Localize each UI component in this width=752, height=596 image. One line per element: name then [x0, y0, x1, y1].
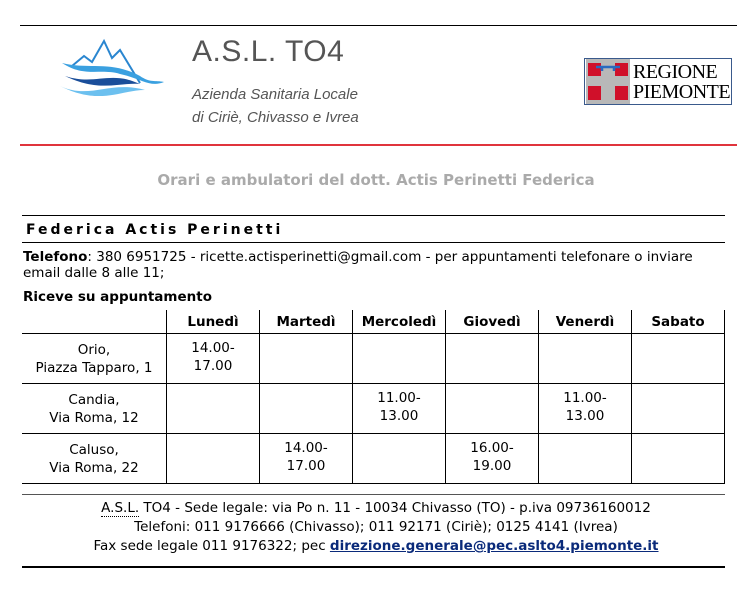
place-city: Caluso,: [69, 441, 119, 458]
place-address: Piazza Tapparo, 1: [35, 359, 153, 376]
regione-text: REGIONE: [633, 60, 718, 83]
schedule-table: Lunedì Martedì Mercoledì Giovedì Venerdì…: [22, 310, 725, 484]
name-bottom-rule: [22, 242, 725, 243]
header-day: Giovedì: [445, 310, 539, 334]
place-address: Via Roma, 22: [49, 459, 139, 476]
doctor-name: Federica Actis Perinetti: [26, 222, 284, 238]
top-rule: [20, 25, 737, 26]
contact-text: : 380 6951725 - ricette.actisperinetti@g…: [23, 249, 693, 281]
footer-bottom-rule: [22, 566, 725, 568]
footer-line-2: Telefoni: 011 9176666 (Chivasso); 011 92…: [134, 519, 618, 535]
place-cell: Caluso, Via Roma, 22: [22, 433, 167, 484]
regione-piemonte-logo: REGIONE PIEMONTE: [584, 58, 732, 105]
place-cell: Orio, Piazza Tapparo, 1: [22, 333, 167, 384]
table-row: Orio, Piazza Tapparo, 1 14.00- 17.00: [22, 333, 725, 384]
asl-abbr: A.S.L.: [101, 500, 140, 517]
slot-cell: 16.00- 19.00: [445, 433, 539, 484]
header-day: Venerdì: [538, 310, 632, 334]
slot-cell: [166, 383, 260, 434]
place-address: Via Roma, 12: [49, 409, 139, 426]
logo-title: A.S.L. TO4: [192, 35, 345, 68]
appointment-note: Riceve su appuntamento: [23, 289, 212, 305]
slot-cell: [445, 333, 539, 384]
footer-top-rule: [22, 494, 725, 495]
slot-cell: 11.00- 13.00: [352, 383, 446, 434]
slot-cell: [538, 433, 632, 484]
phone-label: Telefono: [23, 249, 88, 265]
page-title: Orari e ambulatori del dott. Actis Perin…: [157, 171, 595, 189]
slot-cell: [259, 333, 353, 384]
slot-cell: [352, 333, 446, 384]
place-city: Candia,: [68, 391, 120, 408]
header-day: Lunedì: [166, 310, 260, 334]
header-day: Mercoledì: [352, 310, 446, 334]
header-day: Sabato: [631, 310, 725, 334]
logo-subtitle-1: Azienda Sanitaria Locale: [192, 86, 358, 103]
piemonte-text: PIEMONTE: [633, 80, 731, 103]
place-city: Orio,: [77, 341, 111, 358]
slot-cell: 14.00- 17.00: [166, 333, 260, 384]
place-cell: Candia, Via Roma, 12: [22, 383, 167, 434]
pec-email-link[interactable]: direzione.generale@pec.aslto4.piemonte.i…: [329, 538, 659, 554]
slot-cell: 14.00- 17.00: [259, 433, 353, 484]
slot-cell: [631, 383, 725, 434]
slot-cell: 11.00- 13.00: [538, 383, 632, 434]
header-red-rule: [20, 144, 737, 146]
header-day: Martedì: [259, 310, 353, 334]
slot-cell: [631, 333, 725, 384]
footer-line-1: A.S.L. TO4 - Sede legale: via Po n. 11 -…: [0, 500, 752, 517]
logo-subtitle-2: di Ciriè, Chivasso e Ivrea: [192, 109, 359, 126]
asl-logo-icon: [60, 38, 164, 97]
contact-info: Telefono: 380 6951725 - ricette.actisper…: [23, 249, 723, 281]
slot-cell: [352, 433, 446, 484]
footer-line-3: Fax sede legale 011 9176322; pec direzio…: [0, 538, 752, 554]
table-row: Caluso, Via Roma, 22 14.00- 17.00 16.00- 19…: [22, 433, 725, 484]
slot-cell: [538, 333, 632, 384]
slot-cell: [166, 433, 260, 484]
header-place: [22, 310, 167, 334]
piemonte-shield-icon: [586, 59, 630, 104]
slot-cell: [259, 383, 353, 434]
footer-address: TO4 - Sede legale: via Po n. 11 - 10034 …: [139, 500, 651, 516]
slot-cell: [445, 383, 539, 434]
slot-cell: [631, 433, 725, 484]
table-header-row: Lunedì Martedì Mercoledì Giovedì Venerdì…: [22, 310, 725, 334]
footer-fax: Fax sede legale 011 9176322; pec: [93, 538, 330, 554]
name-top-rule: [22, 215, 725, 216]
table-row: Candia, Via Roma, 12 11.00- 13.00 11.00- 13…: [22, 383, 725, 434]
